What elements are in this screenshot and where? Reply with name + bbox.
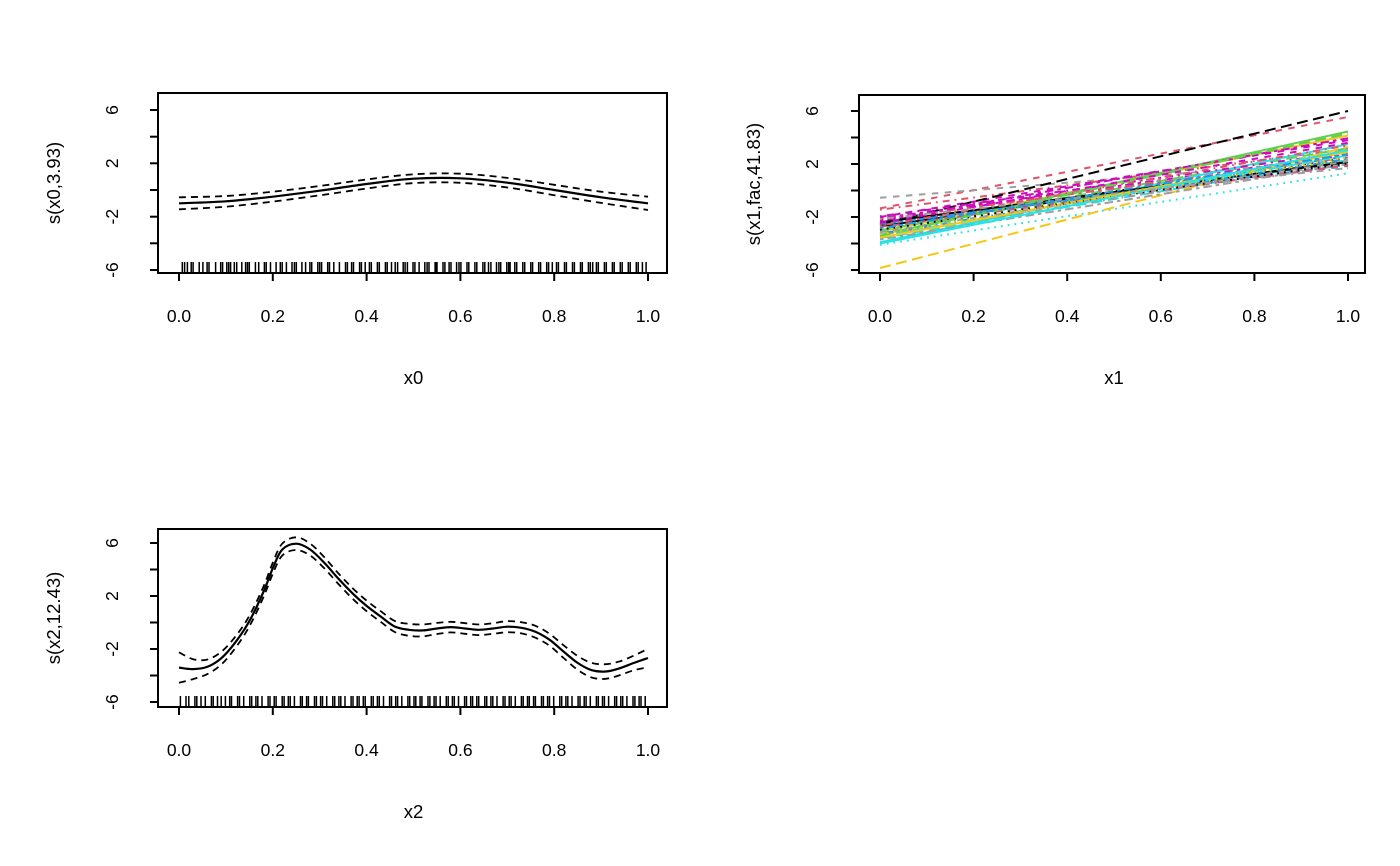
x-axis: 0.0 0.2 0.4 0.6 0.8 1.0 x1 — [868, 273, 1361, 388]
x-tick-label: 0.2 — [261, 740, 285, 760]
plot-box — [157, 92, 668, 274]
y-tick-label: 6 — [102, 105, 122, 115]
fs-line-cyan-solid — [879, 149, 1349, 245]
plot-box — [858, 94, 1366, 274]
x-axis-title: x2 — [404, 801, 424, 822]
rug-marks — [181, 262, 647, 272]
x-tick-label: 1.0 — [636, 740, 661, 760]
plot-box — [157, 528, 668, 708]
x-tick-label: 0.2 — [961, 306, 985, 326]
fs-line-green-dotted — [879, 155, 1349, 232]
x-tick-label: 0.8 — [1242, 306, 1266, 326]
fs-line-magenta-dashed — [879, 141, 1349, 224]
x-tick-label: 0.6 — [1149, 306, 1173, 326]
x-axis-title: x0 — [404, 367, 424, 388]
fitted-smooth-curve — [178, 176, 649, 205]
x-tick-label: 0.4 — [1055, 306, 1080, 326]
lower-confidence-band — [178, 181, 649, 211]
x-tick-label: 0.4 — [354, 306, 379, 326]
fs-line-yellow-dotted — [879, 156, 1349, 236]
y-tick-label: 6 — [102, 538, 122, 548]
fs-line-red-dashed — [879, 116, 1349, 210]
x-tick-label: 1.0 — [636, 306, 661, 326]
x-tick-label: 0.6 — [448, 740, 472, 760]
x-tick-label: 0.8 — [542, 306, 566, 326]
x-axis-title: x1 — [1104, 367, 1124, 388]
x-axis: 0.0 0.2 0.4 0.6 0.8 1.0 x2 — [167, 707, 661, 822]
x-tick-label: 0.0 — [167, 306, 192, 326]
y-tick-label: 2 — [102, 158, 122, 168]
rug-marks — [179, 696, 646, 706]
fs-line-gray-twodash — [879, 163, 1349, 241]
upper-confidence-band — [178, 536, 649, 666]
y-tick-label: -6 — [102, 694, 122, 710]
x-tick-label: 0.4 — [354, 740, 379, 760]
panel-smooth-x0: 0.0 0.2 0.4 0.6 0.8 1.0 x0 6 2 -2 -6 s(x0,3.93) — [43, 92, 668, 388]
y-tick-label: -6 — [802, 262, 822, 278]
factor-smooth-lines — [879, 110, 1349, 269]
x-tick-label: 0.8 — [542, 740, 566, 760]
y-tick-label: 6 — [802, 106, 822, 116]
x-tick-label: 0.2 — [261, 306, 285, 326]
x-tick-label: 1.0 — [1336, 306, 1361, 326]
y-axis: 6 2 -2 -6 s(x1,fac,41.83) — [743, 106, 859, 278]
fitted-smooth-curve — [178, 542, 649, 673]
fs-line-magenta-dashed — [879, 139, 1349, 218]
y-axis: 6 2 -2 -6 s(x0,3.93) — [43, 105, 158, 278]
fs-line-black-longdash — [879, 110, 1349, 226]
fs-line-cyan-dotted — [879, 172, 1349, 246]
y-tick-label: 2 — [102, 591, 122, 601]
x-tick-label: 0.6 — [448, 306, 472, 326]
x-axis: 0.0 0.2 0.4 0.6 0.8 1.0 x0 — [167, 273, 661, 388]
y-axis-title: s(x1,fac,41.83) — [743, 123, 764, 245]
fs-line-gray-dotdash — [879, 161, 1349, 236]
y-tick-label: -2 — [102, 641, 122, 657]
fs-line-gray-dotdash — [879, 167, 1349, 220]
panel-smooth-x2: 0.0 0.2 0.4 0.6 0.8 1.0 x2 6 2 -2 -6 s(x2,12.43) — [43, 528, 668, 822]
y-axis: 6 2 -2 -6 s(x2,12.43) — [43, 538, 158, 710]
y-tick-label: -2 — [102, 209, 122, 225]
y-tick-label: -6 — [102, 262, 122, 278]
x-tick-label: 0.0 — [167, 740, 192, 760]
fs-line-green-longdash — [879, 132, 1349, 237]
y-tick-label: 2 — [802, 159, 822, 169]
y-axis-title: s(x2,12.43) — [43, 572, 64, 665]
x-tick-label: 0.0 — [868, 306, 893, 326]
panel-factor-smooth-x1-fac: 0.0 0.2 0.4 0.6 0.8 1.0 x1 6 2 -2 -6 s(x1,fac,41.83… — [743, 94, 1366, 388]
y-axis-title: s(x0,3.93) — [43, 142, 64, 224]
y-tick-label: -2 — [802, 209, 822, 225]
